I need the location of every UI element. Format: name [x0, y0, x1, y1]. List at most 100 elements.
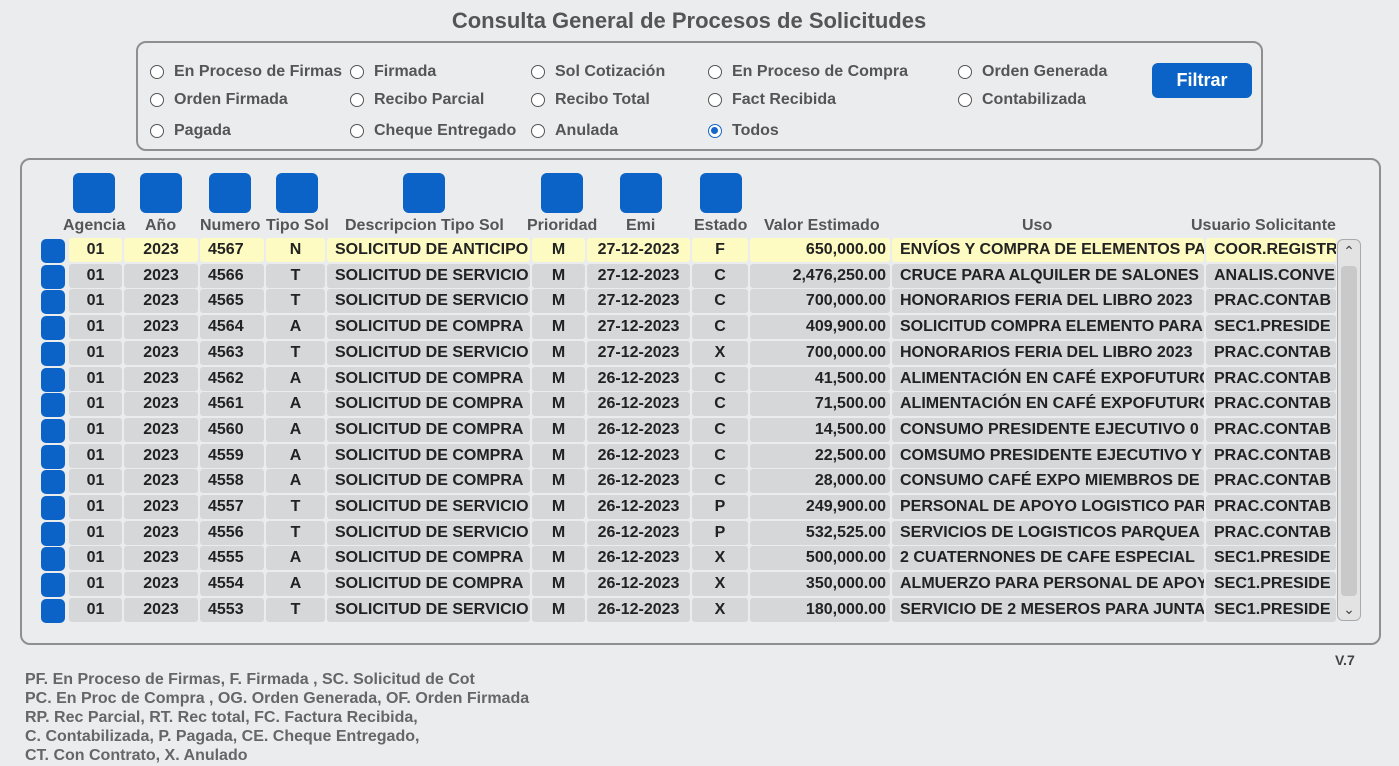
- table-cell: PRAC.CONTAB: [1206, 392, 1336, 417]
- table-cell: 01: [69, 238, 122, 262]
- table-row[interactable]: 01 2023 4553 T SOLICITUD DE SERVICIO M 26-12-2…: [40, 597, 1336, 623]
- radio-icon[interactable]: [708, 65, 722, 79]
- radio-icon[interactable]: [150, 93, 164, 107]
- scroll-down-icon[interactable]: ⌄: [1343, 601, 1355, 617]
- row-select-button[interactable]: [41, 341, 65, 366]
- row-select-button[interactable]: [41, 239, 65, 263]
- filter-option-8[interactable]: Fact Recibida: [708, 91, 836, 109]
- filter-option-7[interactable]: Recibo Total: [531, 91, 650, 109]
- radio-icon[interactable]: [531, 65, 545, 79]
- radio-icon[interactable]: [958, 93, 972, 107]
- table-row[interactable]: 01 2023 4555 A SOLICITUD DE COMPRA M 26-12-202…: [40, 546, 1336, 572]
- radio-icon[interactable]: [350, 65, 364, 79]
- filter-option-13[interactable]: Todos: [708, 122, 779, 140]
- scroll-up-icon[interactable]: ⌃: [1343, 243, 1355, 259]
- filter-option-10[interactable]: Pagada: [150, 122, 231, 140]
- table-cell: M: [532, 366, 585, 391]
- row-select-button[interactable]: [41, 598, 65, 623]
- row-select-button[interactable]: [41, 264, 65, 289]
- sort-button-col-2[interactable]: [209, 173, 251, 213]
- table-cell: SOLICITUD DE COMPRA: [327, 417, 530, 442]
- filter-option-0[interactable]: En Proceso de Firmas: [150, 63, 342, 81]
- radio-icon[interactable]: [150, 65, 164, 79]
- table-cell: 2023: [124, 238, 198, 262]
- table-cell: A: [266, 443, 325, 468]
- radio-icon[interactable]: [350, 124, 364, 138]
- table-row[interactable]: 01 2023 4561 A SOLICITUD DE COMPRA M 26-12-202…: [40, 392, 1336, 418]
- table-cell: M: [532, 572, 585, 597]
- table-cell: ALMUERZO PARA PERSONAL DE APOYO: [892, 572, 1204, 597]
- table-cell: SOLICITUD DE COMPRA: [327, 392, 530, 417]
- filter-option-9[interactable]: Contabilizada: [958, 91, 1086, 109]
- table-cell: 01: [69, 495, 122, 519]
- radio-icon[interactable]: [531, 93, 545, 107]
- table-row[interactable]: 01 2023 4557 T SOLICITUD DE SERVICIO M 26-12-2…: [40, 495, 1336, 520]
- sort-button-col-6[interactable]: [620, 173, 662, 213]
- page-title: Consulta General de Procesos de Solicitu…: [451, 8, 927, 33]
- filter-option-label: En Proceso de Firmas: [174, 63, 343, 80]
- filter-option-3[interactable]: En Proceso de Compra: [708, 63, 908, 81]
- table-cell: COOR.REGISTR: [1206, 238, 1336, 262]
- table-cell: 4558: [200, 469, 264, 494]
- row-select-button[interactable]: [41, 367, 65, 392]
- row-select-button[interactable]: [41, 573, 65, 598]
- table-cell: M: [532, 315, 585, 340]
- scroll-thumb[interactable]: [1341, 266, 1357, 596]
- table-row[interactable]: 01 2023 4566 T SOLICITUD DE SERVICIO M 27-12-2…: [40, 263, 1336, 289]
- table-row[interactable]: 01 2023 4559 A SOLICITUD DE COMPRA M 26-12-202…: [40, 443, 1336, 469]
- filter-option-11[interactable]: Cheque Entregado: [350, 122, 516, 140]
- filter-option-4[interactable]: Orden Generada: [958, 63, 1107, 81]
- radio-icon[interactable]: [531, 124, 545, 138]
- row-select-button[interactable]: [41, 418, 65, 443]
- table-row[interactable]: 01 2023 4565 T SOLICITUD DE SERVICIO M 27-12-2…: [40, 289, 1336, 315]
- radio-icon[interactable]: [708, 93, 722, 107]
- table-scrollbar[interactable]: ⌃ ⌄: [1337, 239, 1361, 621]
- radio-icon[interactable]: [350, 93, 364, 107]
- table-row[interactable]: 01 2023 4560 A SOLICITUD DE COMPRA M 26-12-202…: [40, 417, 1336, 443]
- table-cell: X: [692, 340, 748, 365]
- sort-button-col-1[interactable]: [140, 173, 182, 213]
- table-cell: M: [532, 340, 585, 365]
- filter-option-12[interactable]: Anulada: [531, 122, 618, 140]
- table-row[interactable]: 01 2023 4563 T SOLICITUD DE SERVICIO M 27-12-2…: [40, 340, 1336, 366]
- table-row[interactable]: 01 2023 4562 A SOLICITUD DE COMPRA M 26-12-202…: [40, 366, 1336, 392]
- sort-button-col-4[interactable]: [403, 173, 445, 213]
- table-cell: 27-12-2023: [587, 263, 690, 288]
- table-cell: 26-12-2023: [587, 546, 690, 571]
- table-row[interactable]: 01 2023 4564 A SOLICITUD DE COMPRA M 27-12-202…: [40, 315, 1336, 341]
- table-cell: 180,000.00: [750, 597, 890, 622]
- row-select-button[interactable]: [41, 496, 65, 520]
- sort-button-col-0[interactable]: [73, 173, 115, 213]
- table-cell: 01: [69, 340, 122, 365]
- filter-option-1[interactable]: Firmada: [350, 63, 436, 81]
- table-row[interactable]: 01 2023 4554 A SOLICITUD DE COMPRA M 26-12-202…: [40, 572, 1336, 598]
- table-cell: A: [266, 572, 325, 597]
- row-select-button[interactable]: [41, 470, 65, 495]
- table-cell: 4559: [200, 443, 264, 468]
- filter-button[interactable]: Filtrar: [1152, 63, 1252, 98]
- table-cell: 650,000.00: [750, 238, 890, 262]
- table-cell: X: [692, 572, 748, 597]
- row-select-button[interactable]: [41, 444, 65, 469]
- radio-icon[interactable]: [150, 124, 164, 138]
- sort-button-col-3[interactable]: [276, 173, 318, 213]
- table-row[interactable]: 01 2023 4558 A SOLICITUD DE COMPRA M 26-12-202…: [40, 469, 1336, 495]
- row-select-button[interactable]: [41, 547, 65, 572]
- filter-option-6[interactable]: Recibo Parcial: [350, 91, 484, 109]
- table-cell: T: [266, 495, 325, 519]
- filter-option-5[interactable]: Orden Firmada: [150, 91, 288, 109]
- radio-icon[interactable]: [958, 65, 972, 79]
- table-row[interactable]: 01 2023 4567 N SOLICITUD DE ANTICIPO M 27-12-2…: [40, 238, 1336, 263]
- row-select-button[interactable]: [41, 393, 65, 418]
- table-cell: 4566: [200, 263, 264, 288]
- sort-button-col-7[interactable]: [700, 173, 742, 213]
- filter-option-2[interactable]: Sol Cotización: [531, 63, 665, 81]
- row-select-button[interactable]: [41, 521, 65, 546]
- sort-button-col-5[interactable]: [541, 173, 583, 213]
- table-row[interactable]: 01 2023 4556 T SOLICITUD DE SERVICIO M 26-12-2…: [40, 520, 1336, 546]
- row-select-button[interactable]: [41, 316, 65, 341]
- row-select-button[interactable]: [41, 290, 65, 315]
- table-cell: 4561: [200, 392, 264, 417]
- radio-icon[interactable]: [708, 124, 722, 138]
- table-cell: M: [532, 417, 585, 442]
